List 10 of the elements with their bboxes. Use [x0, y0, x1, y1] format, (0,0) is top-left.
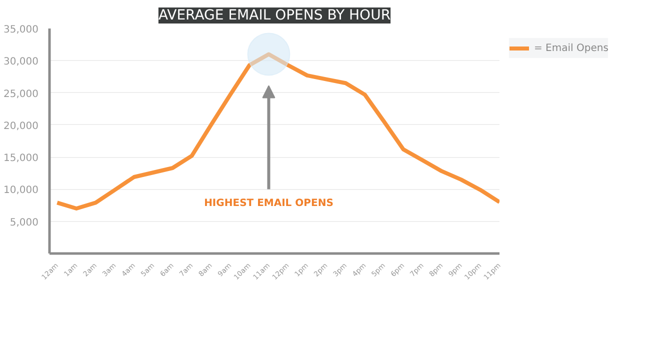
y-tick-label: 20,000	[4, 120, 39, 132]
annotation: HIGHEST EMAIL OPENS	[204, 198, 334, 210]
y-tick-label: 25,000	[4, 88, 39, 100]
y-tick-label: 10,000	[4, 185, 39, 196]
y-tick-label: 15,000	[4, 153, 39, 164]
legend-label: = Email Opens	[534, 42, 608, 54]
y-tick-label: 5,000	[10, 217, 39, 228]
chart-title: AVERAGE EMAIL OPENS BY HOUR	[158, 8, 391, 24]
y-tick-label: 35,000	[4, 24, 39, 36]
y-tick-label: 30,000	[4, 56, 39, 68]
